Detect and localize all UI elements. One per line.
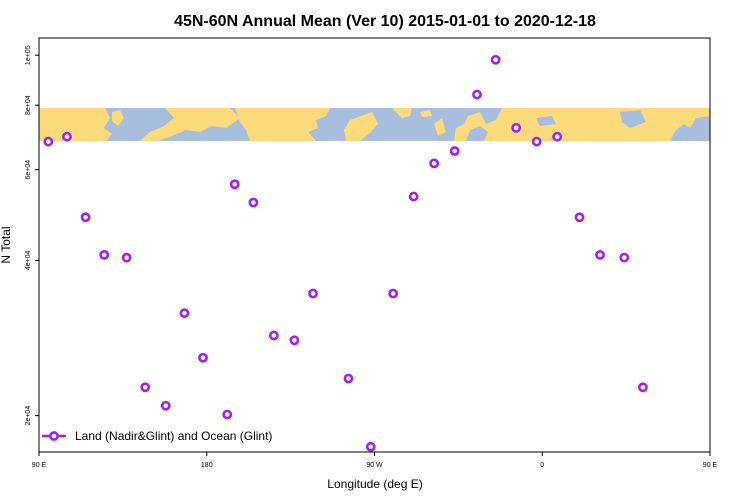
plot-frame: [38, 37, 711, 453]
map-sea-caspian: [536, 116, 556, 126]
y-tick-label: 4e+04: [25, 250, 32, 270]
chart-title: 45N-60N Annual Mean (Ver 10) 2015-01-01 …: [174, 13, 596, 30]
map-strip: [39, 108, 710, 141]
data-point: [429, 158, 440, 169]
y-tick-label: 2e+04: [25, 406, 32, 426]
data-point: [229, 179, 240, 190]
land-greenland: [392, 108, 412, 118]
map-sea-baltic: [466, 126, 488, 141]
data-point: [62, 131, 72, 142]
data-point: [248, 197, 259, 208]
legend-label: Land (Nadir&Glint) and Ocean (Glint): [75, 429, 272, 443]
x-axis: 90 E 180 90 W 0 90 E: [32, 452, 718, 469]
data-point: [365, 441, 376, 452]
data-point: [179, 308, 190, 319]
land-canada: [235, 108, 330, 141]
y-tick-label: 8e+04: [25, 95, 32, 115]
land-canada-east: [344, 112, 378, 141]
data-point: [99, 249, 110, 260]
map-land: [39, 108, 710, 141]
data-point: [343, 373, 354, 384]
data-point: [472, 89, 482, 100]
data-point: [388, 288, 399, 299]
data-point: [511, 122, 522, 133]
data-point: [449, 146, 460, 156]
data-point: [595, 249, 605, 260]
y-axis: 2e+04 4e+04 6e+04 8e+04 1e+05: [25, 45, 39, 425]
legend: Land (Nadir&Glint) and Ocean (Glint): [42, 429, 272, 443]
y-axis-label: N Total: [0, 226, 13, 263]
data-point: [198, 352, 208, 363]
data-point: [619, 252, 630, 263]
x-axis-label: Longitude (deg E): [327, 477, 422, 491]
data-point: [80, 212, 91, 223]
x-tick-label: 90 W: [366, 462, 383, 469]
y-tick-label: 1e+05: [25, 45, 32, 65]
x-tick-label: 90 E: [703, 462, 718, 469]
data-point: [574, 212, 585, 223]
land-kamchatka: [112, 110, 124, 126]
data-point: [160, 400, 171, 411]
land-asia-east: [39, 108, 112, 141]
legend-marker: [49, 431, 59, 441]
land-europe: [454, 108, 710, 141]
data-point: [552, 131, 563, 142]
land-alaska: [140, 108, 240, 141]
data-point: [140, 382, 151, 393]
data-point: [308, 288, 318, 299]
data-point: [531, 136, 542, 147]
land-iceland: [420, 110, 432, 117]
x-tick-label: 0: [540, 462, 544, 469]
data-point: [43, 136, 54, 147]
data-point: [638, 382, 648, 393]
x-tick-label: 90 E: [32, 462, 47, 469]
data-point: [408, 191, 419, 202]
data-point: [121, 252, 132, 263]
land-uk: [434, 118, 446, 136]
x-tick-label: 180: [201, 462, 213, 469]
map-sea-okhotsk: [620, 110, 646, 128]
data-point: [289, 335, 300, 346]
data-points: [43, 54, 648, 452]
land-japan: [674, 114, 684, 126]
data-point: [222, 409, 233, 420]
y-tick-label: 6e+04: [25, 160, 32, 180]
data-point: [268, 330, 279, 341]
data-point: [490, 54, 501, 65]
